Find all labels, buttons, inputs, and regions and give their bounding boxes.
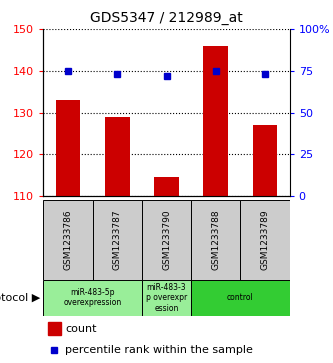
Text: miR-483-5p
overexpression: miR-483-5p overexpression <box>64 288 122 307</box>
Text: GSM1233786: GSM1233786 <box>63 209 73 270</box>
Bar <box>142 200 191 280</box>
Bar <box>56 100 80 196</box>
Text: count: count <box>66 324 97 334</box>
Bar <box>142 280 191 316</box>
Text: GSM1233790: GSM1233790 <box>162 209 171 270</box>
Text: protocol ▶: protocol ▶ <box>0 293 40 303</box>
Bar <box>203 46 228 196</box>
Bar <box>43 280 142 316</box>
Bar <box>191 200 240 280</box>
Bar <box>154 177 179 196</box>
Text: GSM1233787: GSM1233787 <box>113 209 122 270</box>
Text: GSM1233789: GSM1233789 <box>260 209 270 270</box>
Text: GSM1233788: GSM1233788 <box>211 209 220 270</box>
Bar <box>43 200 93 280</box>
Text: miR-483-3
p overexpr
ession: miR-483-3 p overexpr ession <box>146 283 187 313</box>
Bar <box>253 125 277 196</box>
Bar <box>105 117 130 196</box>
Title: GDS5347 / 212989_at: GDS5347 / 212989_at <box>90 11 243 25</box>
Bar <box>48 322 61 335</box>
Bar <box>240 200 290 280</box>
Text: percentile rank within the sample: percentile rank within the sample <box>66 345 253 355</box>
Bar <box>93 200 142 280</box>
Bar <box>191 280 290 316</box>
Text: control: control <box>227 293 254 302</box>
